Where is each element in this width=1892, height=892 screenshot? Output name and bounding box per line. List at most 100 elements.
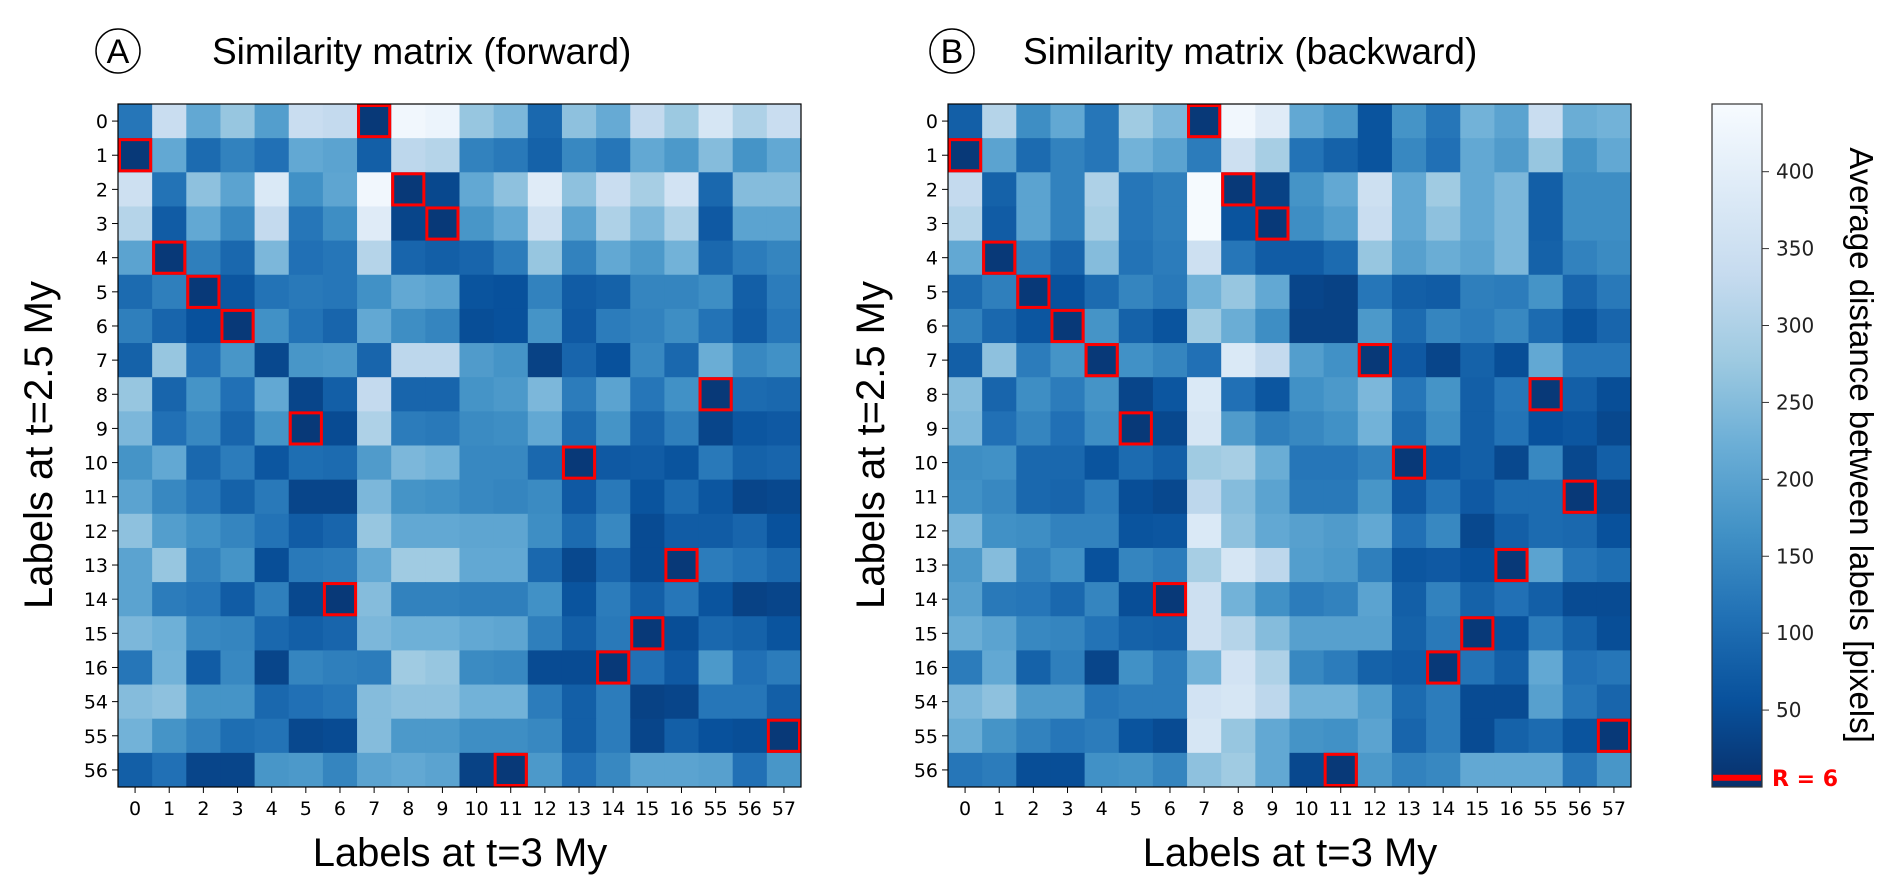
heatmap-cell xyxy=(1016,206,1051,242)
heatmap-cell xyxy=(1050,752,1086,788)
heatmap-cell xyxy=(357,718,392,754)
heatmap-cell xyxy=(1152,377,1188,412)
heatmap-cell xyxy=(425,274,460,310)
heatmap-cell xyxy=(254,718,290,754)
heatmap-cell xyxy=(1016,513,1051,549)
heatmap-cell xyxy=(1118,752,1154,788)
heatmap-cell xyxy=(732,479,768,515)
heatmap-cell xyxy=(1084,138,1120,173)
heatmap-cell xyxy=(630,582,665,617)
heatmap-cell xyxy=(630,752,665,788)
heatmap-cell xyxy=(220,138,256,173)
y-tick-label: 2 xyxy=(96,179,108,201)
x-tick-label: 12 xyxy=(533,798,557,820)
heatmap-cell xyxy=(1323,240,1359,276)
heatmap-cell xyxy=(1221,718,1256,754)
heatmap-cell xyxy=(152,650,187,686)
heatmap-cell xyxy=(1084,274,1120,310)
heatmap-cell xyxy=(152,752,187,788)
highlight-box xyxy=(152,240,187,275)
heatmap-cell xyxy=(1357,479,1393,515)
heatmap-cell xyxy=(254,752,290,788)
heatmap-cell xyxy=(220,513,256,549)
y-tick-label: 11 xyxy=(84,487,108,509)
highlight-box xyxy=(982,240,1017,275)
heatmap-cell xyxy=(425,172,460,207)
heatmap-cell xyxy=(766,104,802,139)
heatmap-cell xyxy=(391,547,426,583)
heatmap-cell xyxy=(220,445,256,481)
heatmap-cell xyxy=(254,547,290,583)
heatmap-cell xyxy=(561,513,597,549)
colorbar-tick-label: 100 xyxy=(1776,621,1814,645)
heatmap-cell xyxy=(1016,684,1051,720)
y-tick-label: 1 xyxy=(926,145,938,167)
heatmap-cell xyxy=(1289,479,1325,515)
highlight-box xyxy=(493,752,528,787)
heatmap-cell xyxy=(493,752,529,788)
heatmap-cell xyxy=(664,650,700,686)
heatmap-cell xyxy=(425,445,460,481)
heatmap-cell xyxy=(391,172,426,207)
heatmap-cell xyxy=(698,650,734,686)
highlight-box xyxy=(1426,650,1461,685)
heatmap-cell xyxy=(425,582,460,617)
heatmap-cell xyxy=(1528,445,1564,481)
heatmap-cell xyxy=(118,343,153,378)
heatmap-cell xyxy=(1187,206,1222,242)
x-tick-label: 8 xyxy=(402,798,414,820)
heatmap-cell xyxy=(1357,343,1393,378)
heatmap-cell xyxy=(1221,411,1256,446)
heatmap-cell xyxy=(664,308,700,344)
heatmap-cell xyxy=(561,104,597,139)
y-axis-label-a: Labels at t=2.5 My xyxy=(17,281,61,609)
heatmap-cell xyxy=(1289,274,1325,310)
heatmap-cell xyxy=(1562,308,1598,344)
y-tick-label: 55 xyxy=(84,726,108,748)
heatmap-cell xyxy=(664,343,700,378)
heatmap-cell xyxy=(357,308,392,344)
heatmap-cell xyxy=(459,684,495,720)
heatmap-cell xyxy=(254,274,290,310)
heatmap-cell xyxy=(527,274,563,310)
heatmap-cell xyxy=(1596,377,1632,412)
heatmap-cell xyxy=(561,343,597,378)
heatmap-cell xyxy=(425,411,460,446)
heatmap-cell xyxy=(1323,718,1359,754)
heatmap-cell xyxy=(493,479,529,515)
heatmap-cell xyxy=(1118,206,1154,242)
heatmap-cell xyxy=(459,138,495,173)
heatmap-cell xyxy=(391,104,426,139)
heatmap-cell xyxy=(220,343,256,378)
heatmap-cell xyxy=(1528,343,1564,378)
heatmap-cell xyxy=(254,206,290,242)
heatmap-cell xyxy=(391,684,426,720)
heatmap-cell xyxy=(152,240,187,276)
heatmap-cell xyxy=(698,411,734,446)
x-tick-label: 57 xyxy=(772,798,796,820)
heatmap-cell xyxy=(732,650,768,686)
panel-letter-a: A xyxy=(107,33,130,71)
heatmap-cell xyxy=(1323,513,1359,549)
panel-a: A Similarity matrix (forward) 0123456789… xyxy=(17,28,802,875)
heatmap-cell xyxy=(1084,547,1120,583)
heatmap-cell xyxy=(1187,513,1222,549)
heatmap-cell xyxy=(1084,445,1120,481)
heatmap-cell xyxy=(118,172,153,207)
heatmap-cell xyxy=(425,752,460,788)
heatmap-cell xyxy=(391,240,426,276)
heatmap-cell xyxy=(1596,343,1632,378)
heatmap-cell xyxy=(1494,274,1530,310)
colorbar-label: Average distance between labels [pixels] xyxy=(1843,147,1880,743)
heatmap-cell xyxy=(1426,479,1461,515)
heatmap-cell xyxy=(630,377,665,412)
heatmap-cell xyxy=(425,616,460,651)
heatmap-cell xyxy=(254,104,290,139)
heatmap-cell xyxy=(1221,138,1256,173)
heatmap-cell xyxy=(1187,752,1222,788)
heatmap-cell xyxy=(982,445,1017,481)
y-tick-label: 8 xyxy=(96,384,108,406)
heatmap-cell xyxy=(493,343,529,378)
heatmap-cell xyxy=(425,479,460,515)
heatmap-cell xyxy=(1562,206,1598,242)
